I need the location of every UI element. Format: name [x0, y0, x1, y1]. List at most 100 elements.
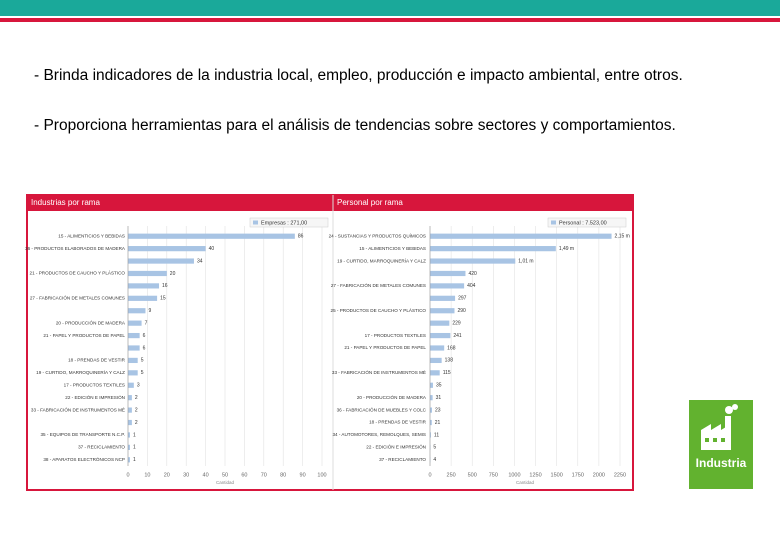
bar [430, 308, 455, 314]
y-tick-label: 33 - FABRICACIÓN DE INSTRUMENTOS MÉ [31, 406, 125, 412]
bar [128, 407, 132, 413]
x-tick-label: 750 [489, 472, 498, 478]
x-tick-label: 1250 [529, 472, 541, 478]
x-tick-label: 250 [447, 472, 456, 478]
y-tick-label: 17 - PRODUCTOS TEXTILES [64, 382, 125, 387]
data-label: 138 [445, 358, 454, 364]
x-tick-label: 10 [144, 472, 150, 478]
data-label: 4 [433, 457, 436, 463]
y-tick-label: 15 - ALIMENTICIOS Y BEBIDAS [359, 246, 426, 251]
top-line [0, 18, 780, 22]
bar [128, 357, 138, 364]
data-label: 2 [135, 407, 138, 413]
y-tick-label: 21 - PRODUCTOS DE CAUCHO Y PLÁSTICO [30, 270, 126, 276]
data-label: 31 [436, 395, 442, 401]
industria-icon: Industria [689, 400, 753, 489]
bar [128, 395, 132, 401]
data-label: 5 [141, 358, 144, 364]
data-label: 1,49 m [559, 246, 574, 252]
chart-title: Personal por rama [337, 198, 403, 207]
bar [430, 345, 445, 351]
y-tick-label: 33 - FABRICACIÓN DE INSTRUMENTOS MÉ [332, 369, 426, 375]
bar [128, 233, 295, 239]
data-label: 5 [141, 370, 144, 376]
chart-title: Industrias por rama [31, 198, 100, 207]
bar [128, 370, 138, 376]
data-label: 35 [436, 383, 442, 389]
y-tick-label: 37 - RECICLAMIENTO [78, 445, 125, 450]
panel-header [27, 195, 333, 211]
bar [128, 283, 160, 289]
x-tick-label: 70 [261, 472, 267, 478]
bar [128, 382, 134, 388]
data-label: 9 [148, 308, 151, 314]
y-tick-label: 21 - PAPEL Y PRODUCTOS DE PAPEL [43, 333, 125, 338]
data-label: 2 [135, 420, 138, 426]
y-tick-label: 27 - FABRICACIÓN DE METALES COMUNES [30, 295, 125, 301]
data-label: 2,15 m [615, 234, 630, 240]
bar [430, 320, 450, 326]
data-label: 1,01 m [518, 258, 533, 264]
y-tick-label: 36 - PRODUCTOS ELABORADOS DE MADERA [25, 246, 126, 251]
x-tick-label: 1750 [572, 472, 584, 478]
bar [430, 419, 432, 426]
bar [430, 258, 516, 264]
legend-label: Personal : 7.523,00 [559, 220, 607, 226]
y-tick-label: 19 - CURTIDO, MARROQUINERÍA Y CALZ [337, 257, 426, 263]
y-tick-label: 34 - AUTOMOTORES, REMOLQUES, SEMIS [332, 432, 426, 437]
data-label: 86 [298, 234, 304, 240]
bar [430, 283, 465, 289]
x-tick-label: 30 [183, 472, 189, 478]
y-tick-label: 22 - EDICIÓN E IMPRESIÓN [65, 394, 125, 400]
bar [430, 270, 466, 277]
x-tick-label: 1000 [508, 472, 520, 478]
data-label: 16 [162, 283, 168, 289]
bar [430, 382, 433, 388]
legend-swatch [253, 220, 258, 225]
y-tick-label: 17 - PRODUCTOS TEXTILES [365, 333, 426, 338]
bar [128, 345, 140, 351]
bar [430, 246, 556, 252]
data-label: 420 [468, 271, 477, 277]
y-tick-label: 20 - PRODUCCIÓN DE MADERA [56, 319, 126, 325]
data-label: 229 [452, 320, 461, 326]
bar [128, 308, 146, 314]
bar [128, 320, 142, 326]
data-label: 404 [467, 283, 476, 289]
y-tick-label: 38 - APARATOS ELECTRÓNICOS NCP [43, 456, 125, 462]
x-tick-label: 1500 [551, 472, 563, 478]
data-label: 7 [145, 320, 148, 326]
bar [128, 246, 206, 252]
data-label: 6 [143, 333, 146, 339]
bullet: - Brinda indicadores de la industria loc… [34, 67, 683, 84]
legend-swatch [551, 220, 556, 225]
data-label: 15 [160, 296, 166, 302]
bar [128, 295, 158, 301]
x-tick-label: 0 [428, 472, 431, 478]
x-tick-label: 80 [280, 472, 286, 478]
x-tick-label: 20 [164, 472, 170, 478]
icon-label: Industria [695, 456, 747, 470]
y-tick-label: 22 - EDICIÓN E IMPRESIÓN [366, 444, 426, 450]
y-tick-label: 18 - PRENDAS DE VESTIR [68, 358, 126, 363]
data-label: 5 [433, 445, 436, 451]
data-label: 21 [435, 420, 441, 426]
data-label: 115 [443, 370, 451, 376]
data-label: 11 [434, 432, 439, 438]
panel-header [333, 195, 633, 211]
x-tick-label: 0 [126, 472, 129, 478]
data-label: 2 [135, 395, 138, 401]
y-tick-label: 19 - CURTIDO, MARROQUINERÍA Y CALZ [36, 369, 125, 375]
bar [430, 332, 451, 339]
data-label: 290 [457, 308, 466, 314]
bar [430, 395, 433, 401]
bar [430, 357, 442, 364]
y-tick-label: 36 - FABRICACIÓN DE MUEBLES Y COLC [337, 406, 427, 412]
y-tick-label: 18 - PRENDAS DE VESTIR [369, 420, 427, 425]
x-tick-label: 50 [222, 472, 228, 478]
y-tick-label: 24 - SUSTANCIAS Y PRODUCTOS QUÍMICOS [329, 232, 426, 238]
x-tick-label: 60 [241, 472, 247, 478]
y-tick-label: 15 - ALIMENTICIOS Y BEBIDAS [58, 233, 125, 238]
